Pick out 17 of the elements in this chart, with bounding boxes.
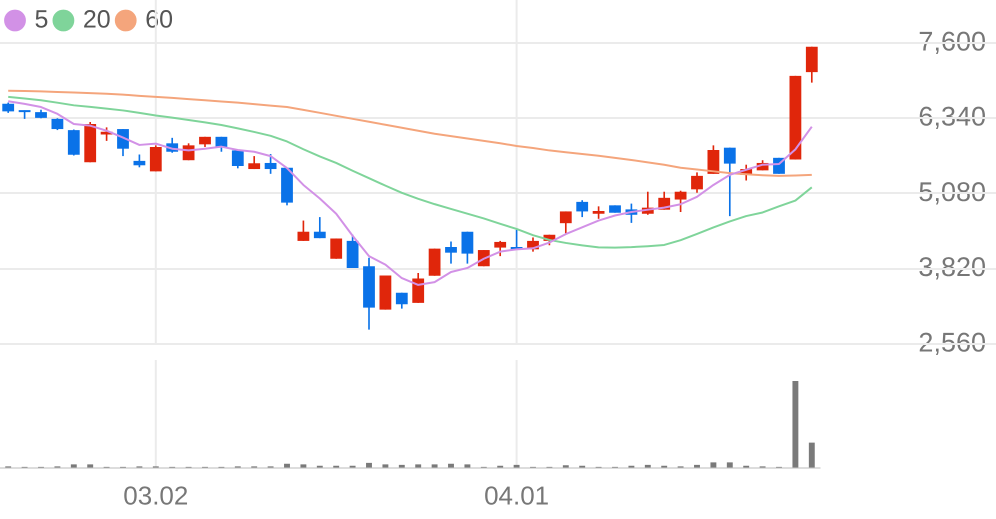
bar bbox=[792, 381, 798, 468]
candlestick bbox=[18, 110, 31, 119]
candlestick bbox=[428, 248, 441, 276]
bar bbox=[366, 462, 372, 468]
legend-label: 5 bbox=[34, 5, 48, 34]
x-tick-label: 03.02 bbox=[123, 480, 188, 511]
candlestick bbox=[379, 275, 392, 310]
candlestick bbox=[297, 220, 310, 241]
candlestick bbox=[592, 206, 605, 219]
candlestick bbox=[330, 238, 342, 259]
bar bbox=[710, 462, 716, 468]
legend-label: 20 bbox=[82, 5, 111, 34]
bar bbox=[808, 442, 815, 468]
candlestick bbox=[609, 205, 621, 213]
bar bbox=[726, 462, 733, 468]
x-tick-label: 04.01 bbox=[484, 480, 550, 511]
candlestick bbox=[133, 154, 146, 168]
